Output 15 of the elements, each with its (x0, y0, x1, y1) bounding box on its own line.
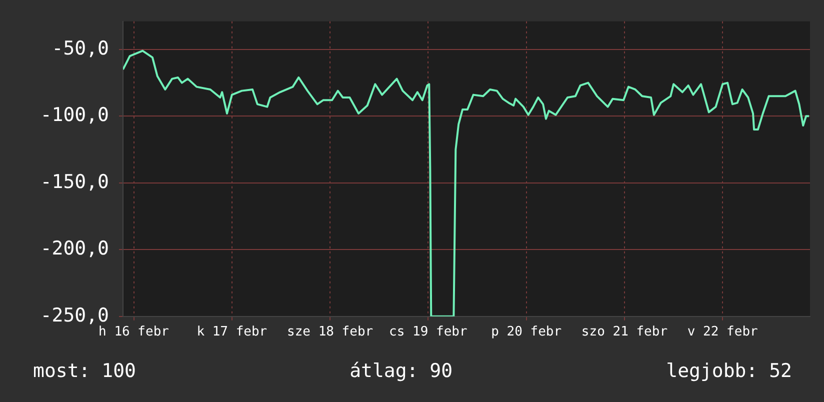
y-tick-label: -250,0 (40, 304, 109, 326)
x-tick-label: szo 21 febr (581, 324, 668, 340)
x-tick-label: v 22 febr (687, 324, 758, 340)
text: legjobb: 52 (666, 360, 792, 382)
x-tick-label: p 20 febr (491, 324, 562, 340)
x-tick-label: h 16 febr (98, 324, 170, 340)
text: átlag: 90 (350, 360, 453, 382)
x-tick-label: k 17 febr (196, 324, 268, 340)
x-tick-label: sze 18 febr (287, 324, 374, 340)
y-tick-label: -100,0 (40, 104, 109, 126)
y-tick-label: -150,0 (40, 170, 109, 193)
y-tick-label: -200,0 (40, 238, 109, 260)
y-tick-label: -50,0 (52, 37, 109, 60)
x-tick-label: cs 19 febr (389, 324, 468, 340)
text: most: 100 (33, 360, 136, 382)
